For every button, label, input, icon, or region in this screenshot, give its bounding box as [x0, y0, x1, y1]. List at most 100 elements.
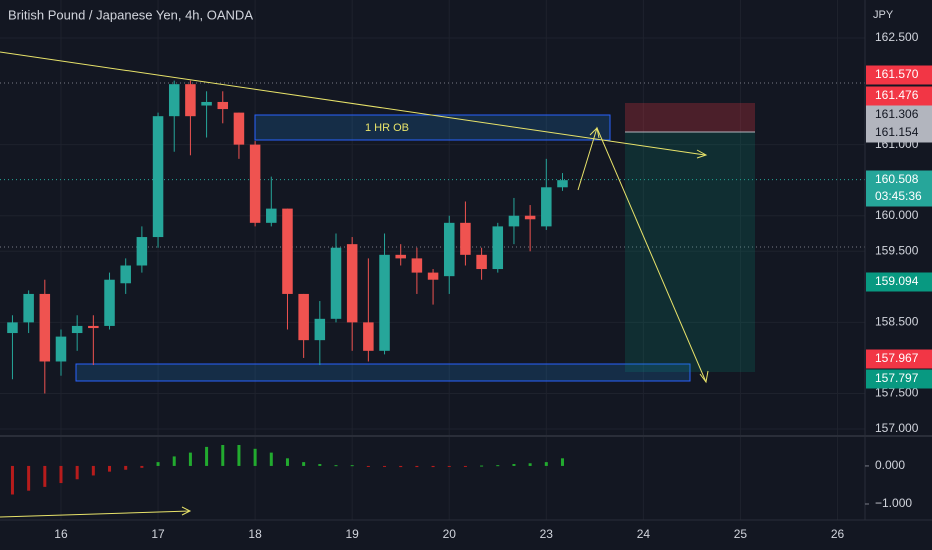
- candle-body: [524, 215, 536, 220]
- demand-box: [75, 363, 691, 382]
- x-tick-label: 16: [54, 527, 68, 541]
- price-badge-label: 157.967: [875, 351, 919, 365]
- arrow-head: [699, 370, 709, 384]
- candle-body: [201, 101, 212, 106]
- histogram-bar: [269, 452, 273, 466]
- annotation: 1 HR OB: [365, 122, 409, 134]
- price-badge: [866, 349, 932, 369]
- candle-body: [71, 325, 83, 334]
- candle-body: [7, 322, 18, 334]
- histogram-bar: [431, 465, 435, 468]
- y-tick-label: −1.000: [875, 496, 912, 510]
- x-tick-label: 18: [248, 527, 262, 541]
- histogram-bar: [480, 465, 484, 467]
- candle-body: [136, 237, 148, 266]
- histogram-bar: [447, 465, 451, 467]
- price-badge-label: 161.570: [875, 67, 919, 81]
- y-tick-label: 160.000: [875, 208, 919, 222]
- price-badge-label: 161.306: [875, 107, 919, 121]
- candle-body: [476, 254, 487, 270]
- histogram-bar: [237, 444, 241, 466]
- price-badge: [866, 86, 932, 106]
- histogram-bar: [10, 465, 14, 495]
- candle-body: [217, 101, 229, 110]
- x-tick-label: 17: [151, 527, 165, 541]
- x-tick-label: 26: [831, 527, 845, 541]
- x-tick-label: 23: [540, 527, 554, 541]
- histogram-bar: [205, 446, 209, 466]
- stop-zone: [625, 103, 755, 132]
- candle-body: [249, 144, 261, 223]
- price-badge: [866, 123, 932, 143]
- currency-label: JPY: [873, 9, 894, 21]
- candle-body: [233, 112, 245, 145]
- candles: [7, 80, 568, 394]
- candle-body: [314, 318, 326, 341]
- arrow-head: [181, 506, 192, 516]
- y-tick-label: 159.500: [875, 243, 919, 257]
- candle-body: [55, 336, 67, 362]
- price-badge-label: 161.154: [875, 125, 919, 139]
- price-badge: [866, 170, 932, 207]
- histogram-bar: [399, 465, 403, 468]
- candle-body: [185, 84, 196, 117]
- arrow-head: [696, 149, 708, 159]
- x-tick-label: 20: [443, 527, 457, 541]
- y-tick-label: 157.000: [875, 421, 919, 435]
- y-tick-label: 158.500: [875, 315, 919, 329]
- candle-body: [443, 222, 455, 277]
- candle-body: [282, 208, 293, 294]
- price-badge-label: 157.797: [875, 371, 919, 385]
- candle-body: [39, 293, 51, 362]
- histogram-bar: [383, 465, 387, 467]
- histogram-bar: [27, 465, 31, 491]
- y-tick-label: 157.500: [875, 386, 919, 400]
- y-tick-label: 0.000: [875, 458, 905, 472]
- histogram-bar: [302, 462, 306, 466]
- histogram-bar: [334, 465, 338, 467]
- candle-body: [411, 258, 423, 273]
- candle-body: [492, 226, 504, 270]
- x-tick-label: 24: [637, 527, 651, 541]
- histogram-bar: [415, 465, 419, 468]
- candle-body: [168, 84, 180, 117]
- chart-title: British Pound / Japanese Yen, 4h, OANDA: [8, 7, 253, 22]
- candle-body: [330, 247, 342, 319]
- candle-body: [120, 265, 131, 284]
- candle-body: [298, 293, 309, 341]
- histogram-bar: [91, 465, 95, 476]
- candle-body: [346, 244, 358, 323]
- indicator: [10, 444, 564, 495]
- candle-body: [460, 222, 471, 255]
- candle-body: [379, 254, 390, 351]
- histogram-bar: [544, 462, 548, 466]
- arrow-head: [589, 126, 600, 139]
- axes: 16 17 18 19 20 23 24 25 26162.500161.000160.0001…: [54, 30, 932, 541]
- grid: [0, 0, 865, 520]
- histogram-bar: [496, 465, 500, 467]
- price-badge-label: 160.508: [875, 172, 919, 186]
- trend-line: [0, 51, 706, 156]
- price-badge-label: 161.476: [875, 88, 919, 102]
- histogram-bar: [528, 463, 532, 466]
- histogram-bar: [463, 465, 467, 467]
- candle-body: [266, 208, 277, 223]
- histogram-bar: [156, 462, 160, 466]
- price-badge: [866, 65, 932, 85]
- countdown: 03:45:36: [875, 189, 922, 203]
- y-tick-label: 162.500: [875, 30, 919, 44]
- price-badge: [866, 369, 932, 389]
- price-badge-label: 159.094: [875, 274, 919, 288]
- candle-body: [88, 325, 99, 329]
- x-tick-label: 19: [346, 527, 360, 541]
- histogram-bar: [59, 465, 63, 484]
- histogram-bar: [75, 465, 79, 480]
- histogram-bar: [560, 458, 564, 466]
- x-tick-label: 25: [734, 527, 748, 541]
- target-zone: [625, 132, 755, 372]
- histogram-bar: [172, 456, 176, 466]
- candle-body: [541, 187, 552, 227]
- candle-body: [152, 116, 164, 238]
